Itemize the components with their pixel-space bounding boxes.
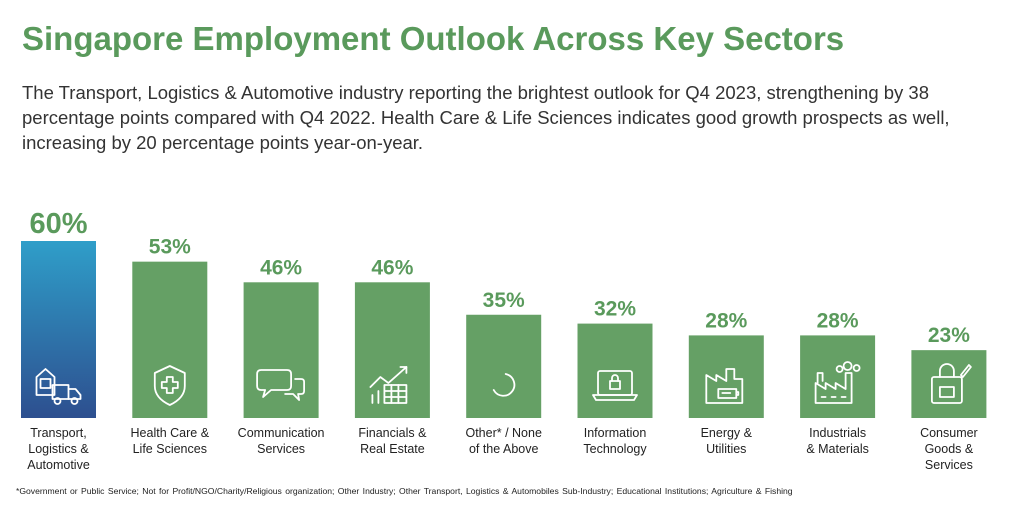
category-label: Communication Services bbox=[238, 426, 325, 456]
bar bbox=[132, 261, 208, 418]
factory-battery-icon bbox=[705, 368, 744, 404]
bar-value-label: 28% bbox=[817, 309, 859, 332]
page-title: Singapore Employment Outlook Across Key … bbox=[22, 20, 845, 57]
bar-value-label: 32% bbox=[594, 298, 636, 321]
bar-value-label: 46% bbox=[371, 256, 413, 279]
bar-value-label: 60% bbox=[29, 208, 87, 240]
bar bbox=[243, 282, 319, 418]
bar bbox=[466, 314, 542, 418]
category-label: Health Care & Life Sciences bbox=[131, 426, 210, 456]
bar bbox=[354, 282, 430, 418]
category-label: Information Technology bbox=[583, 426, 647, 456]
chat-bubbles-icon bbox=[256, 369, 305, 401]
category-label: Consumer Goods & Services bbox=[920, 426, 978, 472]
bar-value-label: 53% bbox=[149, 236, 191, 259]
bar-value-label: 28% bbox=[705, 309, 747, 332]
category-label: Transport, Logistics & Automotive bbox=[27, 426, 90, 472]
category-label: Energy & Utilities bbox=[701, 426, 753, 456]
bar-value-label: 35% bbox=[483, 289, 525, 312]
shield-plus-icon bbox=[153, 365, 186, 406]
loading-circle-icon bbox=[492, 373, 516, 397]
bar bbox=[21, 241, 96, 418]
category-label: Other* / None of the Above bbox=[465, 426, 541, 456]
category-label: Financials & Real Estate bbox=[358, 426, 427, 456]
chart-calculator-icon bbox=[369, 366, 408, 404]
bar bbox=[911, 350, 987, 418]
category-label: Industrials & Materials bbox=[806, 426, 869, 456]
shopping-bag-icon bbox=[931, 363, 972, 404]
page-subtitle: The Transport, Logistics & Automotive in… bbox=[22, 82, 950, 153]
factory-icon bbox=[814, 361, 861, 404]
bar-value-label: 23% bbox=[928, 324, 970, 347]
footnote: *Government or Public Service; Not for P… bbox=[16, 486, 793, 496]
truck-warehouse-icon bbox=[35, 368, 82, 405]
bar bbox=[800, 335, 876, 418]
bar-value-label: 46% bbox=[260, 256, 302, 279]
laptop-lock-icon bbox=[592, 370, 638, 401]
